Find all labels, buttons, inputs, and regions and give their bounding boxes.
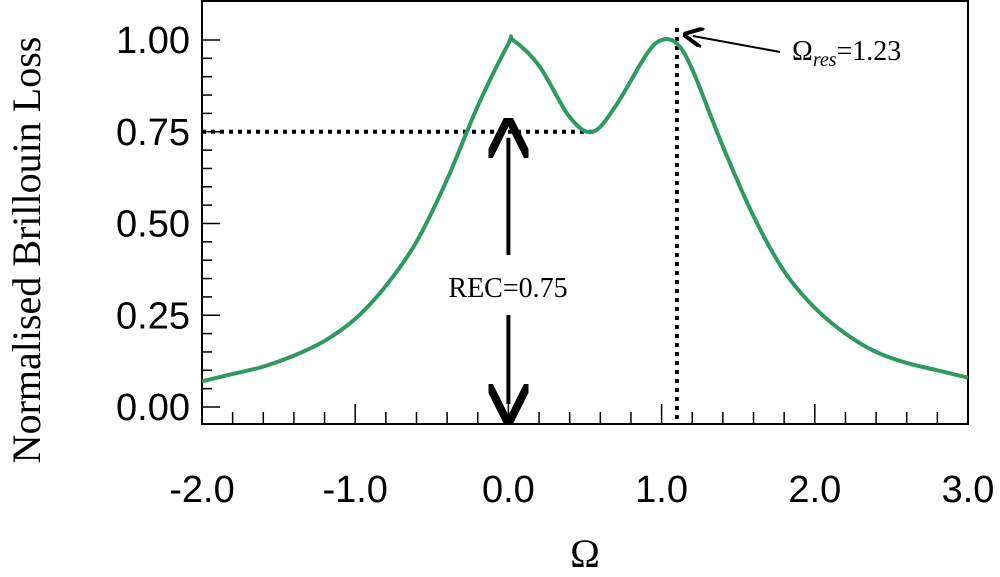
y-tick-label: 1.00 bbox=[116, 20, 190, 62]
resonance-label: Ωres=1.23 bbox=[792, 36, 901, 71]
x-tick-label: 2.0 bbox=[788, 469, 841, 511]
x-axis: -2.0 -1.0 0.0 1.0 2.0 3.0 bbox=[169, 404, 994, 511]
y-tick-label: 0.00 bbox=[116, 387, 190, 429]
x-tick-label: 1.0 bbox=[635, 469, 688, 511]
y-axis: 0.00 0.25 0.50 0.75 1.00 bbox=[116, 20, 220, 429]
plot-border bbox=[201, 0, 969, 425]
y-tick-label: 0.50 bbox=[116, 204, 190, 246]
data-series bbox=[201, 34, 969, 384]
rec-label: REC=0.75 bbox=[448, 273, 567, 304]
series-line bbox=[201, 34, 969, 384]
x-tick-label: -2.0 bbox=[169, 469, 234, 511]
plot-area bbox=[201, 0, 969, 425]
resonance-label-subscript: res bbox=[813, 49, 837, 71]
resonance-pointer-arrow bbox=[693, 36, 781, 53]
x-tick-label: 3.0 bbox=[942, 469, 995, 511]
y-tick-label: 0.75 bbox=[116, 112, 190, 154]
resonance-label-symbol: Ω bbox=[792, 36, 813, 67]
y-tick-label: 0.25 bbox=[116, 295, 190, 337]
x-tick-label: 0.0 bbox=[482, 469, 535, 511]
x-tick-label: -1.0 bbox=[322, 469, 387, 511]
annotations: REC=0.75 Ωres=1.23 bbox=[448, 36, 901, 404]
resonance-label-value: =1.23 bbox=[837, 36, 902, 67]
y-axis-title: Normalised Brillouin Loss bbox=[4, 37, 49, 464]
x-axis-title: Ω bbox=[570, 531, 600, 576]
